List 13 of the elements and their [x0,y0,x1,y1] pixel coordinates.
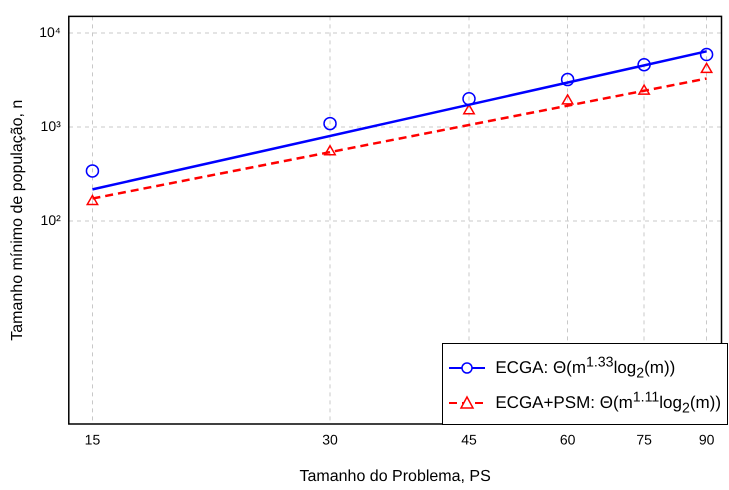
legend-label: ECGA: Θ(m$^{1.33}$log$_{2}$(m)) [495,354,676,381]
y-axis-title: Tamanho mínimo de população, n [9,100,26,341]
x-tick-label: 60 [560,431,576,448]
x-axis-title: Tamanho do Problema, PS [300,468,491,485]
x-tick-label: 45 [461,431,478,448]
x-tick-label: 15 [84,431,100,448]
y-tick-label: 10³ [40,118,62,134]
x-tick-label: 30 [322,431,338,448]
legend-label: ECGA+PSM: Θ(m$^{1.11}$log$_{2}$(m)) [495,388,721,416]
x-tick-label: 90 [698,431,715,448]
y-tick-label: 10⁴ [39,24,61,40]
y-tick-label: 10² [40,212,62,228]
x-tick-label: 75 [636,431,652,448]
